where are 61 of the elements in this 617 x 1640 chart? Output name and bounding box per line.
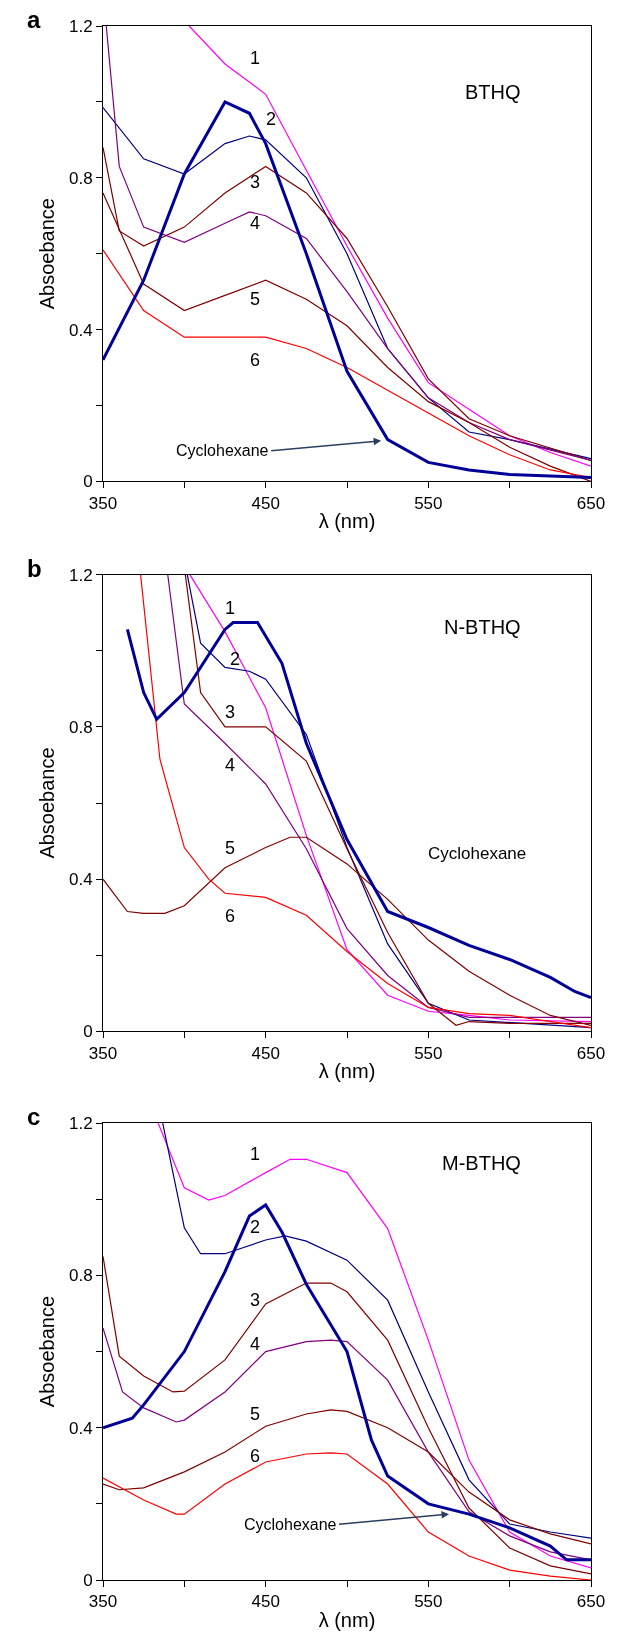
y-axis-title: Absoebance <box>36 198 59 310</box>
annotation: 2 <box>266 109 277 129</box>
annotation: 3 <box>250 172 261 192</box>
line-series <box>105 26 591 462</box>
y-tick-label: 0.4 <box>68 1418 93 1438</box>
y-axis-title: Absoebance <box>36 747 59 859</box>
annotation: 5 <box>250 1404 261 1424</box>
text: b <box>27 555 42 582</box>
annotation: 1 <box>250 1144 261 1164</box>
annotation: 6 <box>250 350 261 370</box>
text: a <box>27 6 41 33</box>
x-tick-label: 550 <box>414 1043 443 1063</box>
x-tick-label: 450 <box>251 1043 280 1063</box>
line-series <box>103 1255 591 1575</box>
annotation: Cyclohexane <box>244 1516 337 1533</box>
annotation: M-BTHQ <box>442 1152 521 1174</box>
annotation: N-BTHQ <box>444 616 521 638</box>
x-tick-label: 650 <box>576 1592 606 1612</box>
annotation: Cyclohexane <box>176 442 269 459</box>
annotation: 4 <box>250 213 261 233</box>
annotation: 2 <box>230 649 241 669</box>
y-tick-label: 0 <box>83 1570 93 1590</box>
y-axis-title: Absoebance <box>36 1295 59 1408</box>
y-tick-label: 0.8 <box>68 1266 93 1286</box>
annotation: 3 <box>250 1290 261 1310</box>
annotation: Cyclohexane <box>428 844 527 863</box>
y-tick-label: 0.4 <box>68 870 93 890</box>
y-tick-label: 1.2 <box>68 1114 93 1134</box>
x-tick-label: 550 <box>414 493 443 513</box>
annotation: BTHQ <box>465 81 521 103</box>
x-tick-label: 350 <box>88 493 118 513</box>
x-tick-label: 650 <box>576 1043 606 1063</box>
line-series <box>125 621 591 1000</box>
x-tick-label: 350 <box>88 1592 118 1612</box>
annotation: 5 <box>225 838 236 858</box>
x-tick-label: 550 <box>414 1592 443 1612</box>
annotation: 6 <box>225 906 236 926</box>
line-series <box>103 1203 591 1562</box>
y-tick-label: 0 <box>83 472 93 492</box>
annotation: 2 <box>250 1217 261 1237</box>
annotation: 5 <box>250 289 261 309</box>
x-axis-title: λ (nm) <box>318 1060 376 1083</box>
y-tick-label: 0 <box>83 1022 93 1042</box>
annotation: 1 <box>225 598 236 618</box>
annotation: 3 <box>225 702 236 722</box>
x-axis-title: λ (nm) <box>318 510 376 533</box>
y-tick-label: 0.8 <box>68 717 93 737</box>
y-tick-label: 0.8 <box>68 168 93 188</box>
x-axis-title: λ (nm) <box>318 1608 376 1631</box>
y-tick-label: 1.2 <box>68 16 93 36</box>
x-tick-label: 450 <box>251 1592 280 1612</box>
annotation: 1 <box>250 48 261 68</box>
annotation: 4 <box>225 755 236 775</box>
y-tick-label: 0.4 <box>68 320 93 340</box>
annotation: 4 <box>250 1334 261 1354</box>
x-tick-label: 350 <box>88 1043 118 1063</box>
x-tick-label: 450 <box>251 493 280 513</box>
text: c <box>27 1103 41 1130</box>
y-tick-label: 1.2 <box>68 565 93 585</box>
x-tick-label: 650 <box>576 493 606 513</box>
annotation: 6 <box>250 1446 261 1466</box>
